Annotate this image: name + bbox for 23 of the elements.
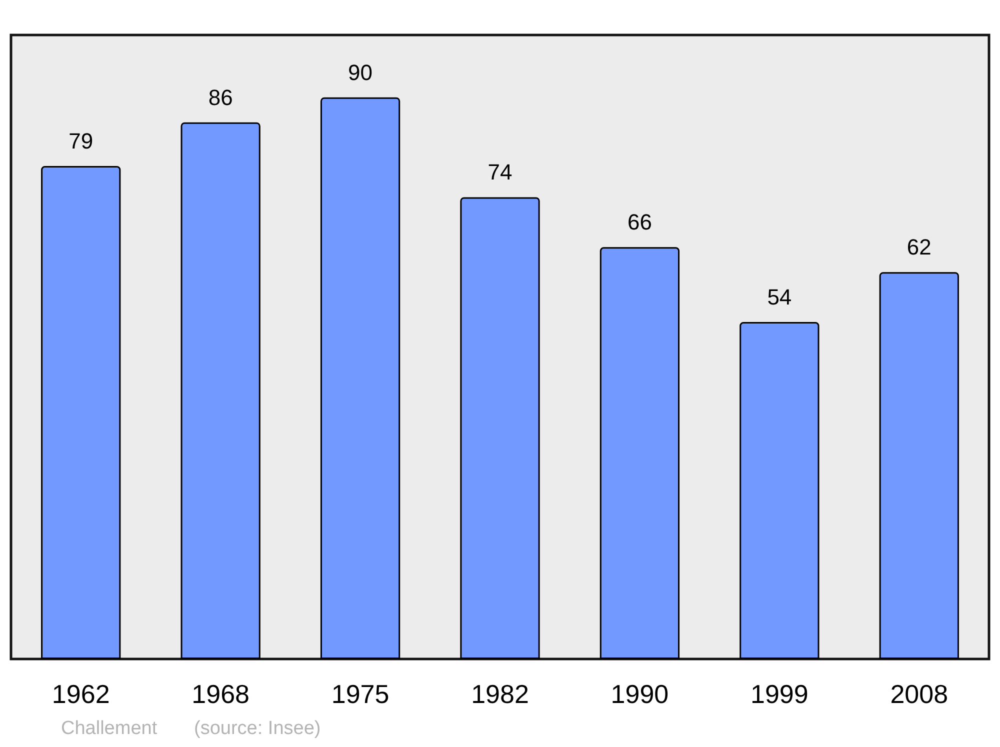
bar bbox=[320, 97, 400, 659]
text: Challement bbox=[61, 718, 158, 739]
bar bbox=[879, 272, 959, 659]
data-label: 62 bbox=[906, 234, 932, 260]
x-tick-label: 2008 bbox=[890, 679, 948, 709]
x-tick-label: 1999 bbox=[750, 679, 808, 709]
x-tick-label: 1968 bbox=[192, 679, 250, 709]
data-label: 74 bbox=[488, 160, 512, 185]
data-label: 54 bbox=[767, 284, 792, 310]
bar bbox=[600, 247, 680, 659]
bar bbox=[740, 322, 820, 659]
x-tick-label: 1982 bbox=[471, 679, 529, 709]
x-tick-label: 1975 bbox=[331, 679, 390, 709]
x-tick-label: 1990 bbox=[610, 679, 669, 709]
data-label: 66 bbox=[627, 210, 652, 235]
data-label: 90 bbox=[348, 60, 373, 85]
bar bbox=[460, 197, 540, 659]
text: (source: Insee) bbox=[194, 718, 321, 739]
data-label: 79 bbox=[68, 128, 94, 154]
bar bbox=[41, 166, 121, 659]
bar bbox=[180, 122, 260, 659]
data-label: 86 bbox=[208, 84, 233, 110]
x-tick-label: 1962 bbox=[52, 679, 110, 709]
